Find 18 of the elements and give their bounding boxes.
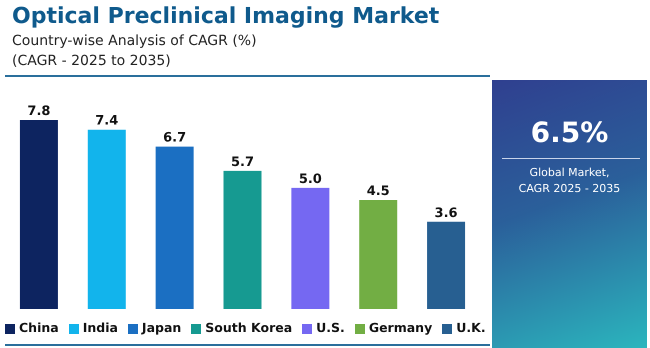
legend-label: U.S. [316, 320, 345, 335]
text: Global Market, CAGR 2025 - 2035 [518, 166, 622, 195]
data-label: 7.8 [27, 104, 50, 119]
legend-label: China [19, 320, 59, 335]
data-label: 3.6 [434, 206, 458, 221]
legend-label: Germany [368, 320, 432, 335]
legend-label: Japan [142, 320, 182, 335]
data-label: 7.4 [95, 114, 118, 129]
legend-label: U.K. [456, 320, 486, 335]
legend-label: India [82, 320, 118, 335]
data-label: 5.0 [298, 172, 322, 187]
chart-subtitle: Country-wise Analysis of CAGR (%) (CAGR - 2025 to 2035) [12, 33, 257, 69]
data-label: 6.7 [163, 130, 186, 146]
data-label: 4.5 [366, 184, 390, 199]
chart-title: Optical Preclinical Imaging Market [12, 4, 440, 29]
data-label: 5.7 [230, 154, 254, 170]
legend-label: South Korea [205, 320, 292, 335]
text: 6.5% [530, 116, 610, 149]
